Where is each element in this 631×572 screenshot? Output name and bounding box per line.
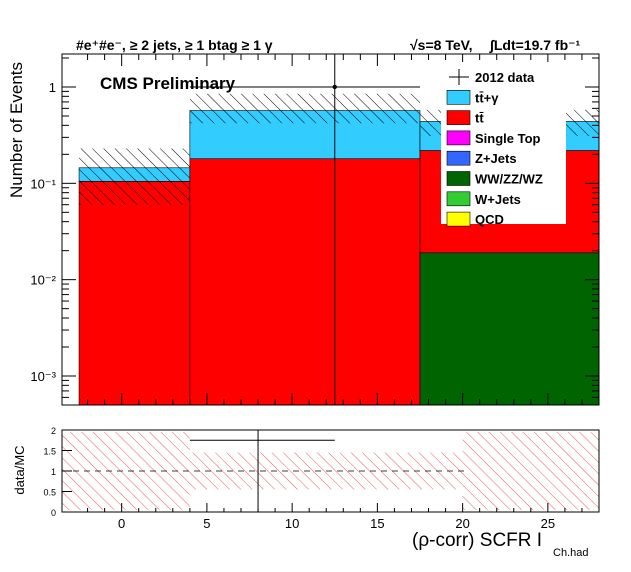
title-left: #e⁺#e⁻, ≥ 2 jets, ≥ 1 btag ≥ 1 γ — [76, 37, 273, 53]
legend-swatch-3 — [446, 130, 471, 146]
ratio-y-tick-label-3: 1.5 — [43, 447, 56, 457]
legend-label-3: Single Top — [475, 131, 541, 146]
legend-swatch-2 — [446, 110, 471, 125]
x-tick-label-1: 5 — [203, 516, 210, 531]
main-frame — [61, 53, 600, 406]
main-axes: 10⁻³ 10⁻² 10⁻¹ 1 — [30, 54, 600, 406]
stack-bar-1-bin-0 — [78, 180, 191, 405]
data-point-0 — [332, 84, 337, 90]
legend-label-2: tt̄ — [475, 111, 484, 126]
main-marks — [78, 54, 599, 405]
legend-label-6: W+Jets — [475, 192, 521, 207]
legend-label-5: WW/ZZ/WZ — [475, 172, 543, 187]
ratio-band-bin-0 — [62, 432, 190, 510]
title-lumi: ∫Ldt=19.7 fb⁻¹ — [489, 37, 581, 54]
ratio-band-bin-2 — [462, 432, 599, 510]
uncertainty-band-bin-1 — [189, 93, 420, 124]
legend-swatch-7 — [446, 211, 471, 227]
y-tick-label-1: 10⁻² — [30, 273, 56, 288]
ratio-ylabel: data/MC — [12, 445, 27, 494]
y-tick-label-2: 10⁻¹ — [30, 176, 56, 191]
ratio-y-tick-label-2: 1 — [51, 467, 56, 477]
stack-bar-0-bin-2 — [419, 252, 599, 405]
legend-label-0: 2012 data — [475, 70, 535, 85]
legend-swatch-1 — [446, 90, 471, 105]
legend: 2012 data tt̄+γ tt̄ Single Top Z+Jets WW/ZZ/W… — [441, 62, 566, 227]
ratio-axes: 00.511.520 5 10 15 20 25 — [43, 426, 600, 531]
xlabel-sub: Ch.had — [553, 547, 588, 559]
y-tick-label-0: 10⁻³ — [30, 369, 56, 384]
x-tick-label-0: 0 — [118, 516, 125, 531]
x-tick-label-3: 15 — [370, 516, 384, 531]
title-energy: √s=8 TeV, — [410, 37, 473, 53]
ratio-y-tick-label-1: 0.5 — [43, 488, 56, 498]
legend-label-4: Z+Jets — [475, 151, 517, 166]
uncertainty-band-bin-0 — [79, 148, 190, 205]
xlabel-main: (ρ-corr) SCFR I — [412, 530, 542, 551]
cms-preliminary: CMS Preliminary — [100, 74, 236, 93]
main-ylabel: Number of Events — [7, 62, 26, 198]
legend-label-7: QCD — [475, 212, 504, 227]
x-tick-label-2: 10 — [285, 516, 299, 531]
main-plot: 10⁻³ 10⁻² 10⁻¹ 1 CMS Preliminary — [30, 53, 600, 406]
stack-bar-1-bin-1 — [189, 158, 421, 405]
ratio-plot: 00.511.520 5 10 15 20 25 — [43, 426, 600, 531]
legend-label-1: tt̄+γ — [475, 90, 499, 105]
x-tick-label-4: 20 — [455, 516, 469, 531]
legend-swatch-6 — [446, 191, 471, 207]
x-tick-label-5: 25 — [541, 516, 555, 531]
legend-swatch-4 — [446, 150, 471, 166]
ratio-y-tick-label-4: 2 — [51, 426, 56, 436]
y-tick-label-3: 1 — [49, 80, 56, 95]
legend-swatch-5 — [446, 171, 471, 186]
ratio-marks — [62, 430, 599, 512]
ratio-y-tick-label-0: 0 — [51, 508, 56, 518]
